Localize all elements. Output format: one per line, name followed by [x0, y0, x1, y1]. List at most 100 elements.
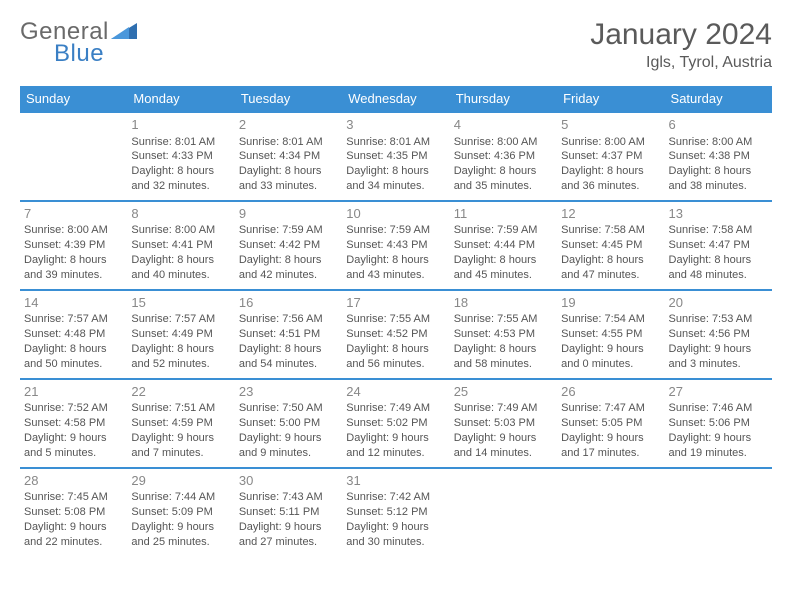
calendar-day-cell: 25Sunrise: 7:49 AMSunset: 5:03 PMDayligh…: [450, 379, 557, 468]
logo: General Blue: [20, 18, 141, 74]
sunrise-text: Sunrise: 8:00 AM: [454, 135, 553, 150]
daylight-text: Daylight: 9 hours and 19 minutes.: [669, 431, 768, 461]
calendar-day-cell: 8Sunrise: 8:00 AMSunset: 4:41 PMDaylight…: [127, 201, 234, 290]
day-number: 29: [131, 472, 230, 490]
sunset-text: Sunset: 4:56 PM: [669, 327, 768, 342]
calendar-day-cell: 29Sunrise: 7:44 AMSunset: 5:09 PMDayligh…: [127, 468, 234, 556]
sunset-text: Sunset: 4:33 PM: [131, 149, 230, 164]
day-number: 25: [454, 383, 553, 401]
sunset-text: Sunset: 5:12 PM: [346, 505, 445, 520]
sunset-text: Sunset: 4:45 PM: [561, 238, 660, 253]
sunset-text: Sunset: 4:49 PM: [131, 327, 230, 342]
calendar-empty-cell: [20, 112, 127, 201]
sunset-text: Sunset: 4:34 PM: [239, 149, 338, 164]
calendar-empty-cell: [665, 468, 772, 556]
sunset-text: Sunset: 4:55 PM: [561, 327, 660, 342]
day-number: 26: [561, 383, 660, 401]
calendar-day-cell: 31Sunrise: 7:42 AMSunset: 5:12 PMDayligh…: [342, 468, 449, 556]
calendar-day-cell: 9Sunrise: 7:59 AMSunset: 4:42 PMDaylight…: [235, 201, 342, 290]
sunset-text: Sunset: 5:00 PM: [239, 416, 338, 431]
daylight-text: Daylight: 8 hours and 38 minutes.: [669, 164, 768, 194]
day-number: 30: [239, 472, 338, 490]
title-block: January 2024 Igls, Tyrol, Austria: [590, 18, 772, 72]
weekday-header: Monday: [127, 86, 234, 112]
calendar-body: 1Sunrise: 8:01 AMSunset: 4:33 PMDaylight…: [20, 112, 772, 556]
daylight-text: Daylight: 9 hours and 22 minutes.: [24, 520, 123, 550]
day-number: 2: [239, 116, 338, 134]
calendar-empty-cell: [557, 468, 664, 556]
daylight-text: Daylight: 8 hours and 33 minutes.: [239, 164, 338, 194]
logo-mark-icon: [111, 21, 141, 48]
day-number: 22: [131, 383, 230, 401]
sunset-text: Sunset: 4:39 PM: [24, 238, 123, 253]
logo-text: General Blue: [20, 18, 109, 74]
weekday-header: Friday: [557, 86, 664, 112]
calendar-day-cell: 4Sunrise: 8:00 AMSunset: 4:36 PMDaylight…: [450, 112, 557, 201]
day-number: 18: [454, 294, 553, 312]
sunrise-text: Sunrise: 7:47 AM: [561, 401, 660, 416]
sunset-text: Sunset: 4:36 PM: [454, 149, 553, 164]
sunset-text: Sunset: 5:02 PM: [346, 416, 445, 431]
day-number: 5: [561, 116, 660, 134]
daylight-text: Daylight: 8 hours and 34 minutes.: [346, 164, 445, 194]
daylight-text: Daylight: 9 hours and 0 minutes.: [561, 342, 660, 372]
calendar-day-cell: 2Sunrise: 8:01 AMSunset: 4:34 PMDaylight…: [235, 112, 342, 201]
daylight-text: Daylight: 8 hours and 35 minutes.: [454, 164, 553, 194]
sunrise-text: Sunrise: 7:46 AM: [669, 401, 768, 416]
sunrise-text: Sunrise: 7:55 AM: [454, 312, 553, 327]
calendar-day-cell: 30Sunrise: 7:43 AMSunset: 5:11 PMDayligh…: [235, 468, 342, 556]
sunrise-text: Sunrise: 7:52 AM: [24, 401, 123, 416]
daylight-text: Daylight: 8 hours and 54 minutes.: [239, 342, 338, 372]
sunrise-text: Sunrise: 7:50 AM: [239, 401, 338, 416]
daylight-text: Daylight: 9 hours and 7 minutes.: [131, 431, 230, 461]
calendar-day-cell: 20Sunrise: 7:53 AMSunset: 4:56 PMDayligh…: [665, 290, 772, 379]
header-row: General Blue January 2024 Igls, Tyrol, A…: [20, 18, 772, 74]
daylight-text: Daylight: 8 hours and 45 minutes.: [454, 253, 553, 283]
sunset-text: Sunset: 4:43 PM: [346, 238, 445, 253]
sunrise-text: Sunrise: 7:51 AM: [131, 401, 230, 416]
calendar-day-cell: 22Sunrise: 7:51 AMSunset: 4:59 PMDayligh…: [127, 379, 234, 468]
calendar-day-cell: 15Sunrise: 7:57 AMSunset: 4:49 PMDayligh…: [127, 290, 234, 379]
sunrise-text: Sunrise: 8:00 AM: [24, 223, 123, 238]
calendar-day-cell: 21Sunrise: 7:52 AMSunset: 4:58 PMDayligh…: [20, 379, 127, 468]
calendar-day-cell: 24Sunrise: 7:49 AMSunset: 5:02 PMDayligh…: [342, 379, 449, 468]
sunrise-text: Sunrise: 7:49 AM: [454, 401, 553, 416]
weekday-header: Thursday: [450, 86, 557, 112]
calendar-week-row: 14Sunrise: 7:57 AMSunset: 4:48 PMDayligh…: [20, 290, 772, 379]
page-title: January 2024: [590, 18, 772, 52]
weekday-header: Tuesday: [235, 86, 342, 112]
calendar-day-cell: 12Sunrise: 7:58 AMSunset: 4:45 PMDayligh…: [557, 201, 664, 290]
sunset-text: Sunset: 4:37 PM: [561, 149, 660, 164]
day-number: 3: [346, 116, 445, 134]
logo-word-blue: Blue: [54, 40, 104, 67]
day-number: 16: [239, 294, 338, 312]
sunrise-text: Sunrise: 7:56 AM: [239, 312, 338, 327]
daylight-text: Daylight: 9 hours and 30 minutes.: [346, 520, 445, 550]
day-number: 21: [24, 383, 123, 401]
sunrise-text: Sunrise: 7:53 AM: [669, 312, 768, 327]
weekday-header: Wednesday: [342, 86, 449, 112]
weekday-header: Sunday: [20, 86, 127, 112]
sunrise-text: Sunrise: 7:44 AM: [131, 490, 230, 505]
day-number: 11: [454, 205, 553, 223]
sunrise-text: Sunrise: 7:55 AM: [346, 312, 445, 327]
sunrise-text: Sunrise: 7:59 AM: [239, 223, 338, 238]
sunrise-text: Sunrise: 8:01 AM: [239, 135, 338, 150]
sunset-text: Sunset: 5:08 PM: [24, 505, 123, 520]
sunset-text: Sunset: 4:42 PM: [239, 238, 338, 253]
daylight-text: Daylight: 8 hours and 40 minutes.: [131, 253, 230, 283]
calendar-day-cell: 7Sunrise: 8:00 AMSunset: 4:39 PMDaylight…: [20, 201, 127, 290]
sunrise-text: Sunrise: 7:54 AM: [561, 312, 660, 327]
day-number: 12: [561, 205, 660, 223]
daylight-text: Daylight: 8 hours and 42 minutes.: [239, 253, 338, 283]
day-number: 4: [454, 116, 553, 134]
daylight-text: Daylight: 8 hours and 43 minutes.: [346, 253, 445, 283]
calendar-day-cell: 14Sunrise: 7:57 AMSunset: 4:48 PMDayligh…: [20, 290, 127, 379]
sunset-text: Sunset: 4:58 PM: [24, 416, 123, 431]
calendar-day-cell: 13Sunrise: 7:58 AMSunset: 4:47 PMDayligh…: [665, 201, 772, 290]
weekday-header: Saturday: [665, 86, 772, 112]
daylight-text: Daylight: 8 hours and 39 minutes.: [24, 253, 123, 283]
daylight-text: Daylight: 8 hours and 36 minutes.: [561, 164, 660, 194]
sunset-text: Sunset: 5:11 PM: [239, 505, 338, 520]
sunrise-text: Sunrise: 7:49 AM: [346, 401, 445, 416]
